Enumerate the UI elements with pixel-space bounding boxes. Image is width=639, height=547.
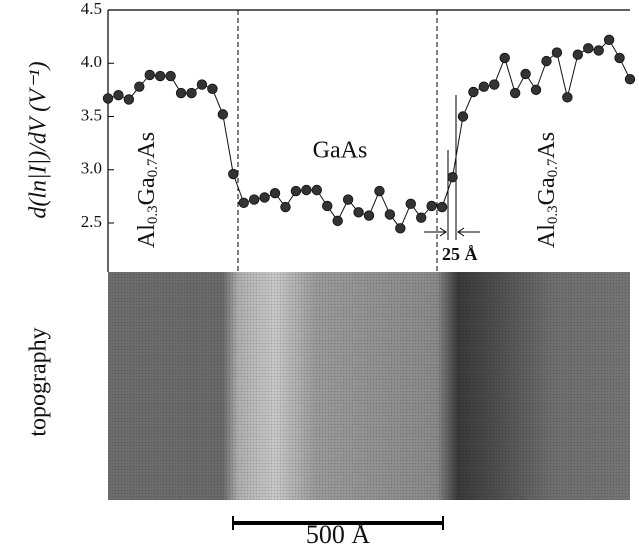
data-point [102,93,114,104]
data-point [248,194,260,205]
data-point [509,87,521,99]
data-point [374,185,385,197]
label-part: Al [134,224,160,248]
scale-bar-label: 500 Å [306,520,371,547]
data-point [447,172,458,183]
data-point [207,83,218,95]
width-label: 25 Å [442,244,478,264]
data-point [165,70,176,82]
data-point [499,52,510,64]
data-point [290,185,302,197]
data-point [520,68,531,80]
data-point [269,187,281,199]
data-point [562,92,573,103]
y-tick-label: 2.5 [81,212,102,231]
data-point [154,70,166,82]
label-part: As [534,132,560,159]
data-point [593,45,604,56]
data-point [217,109,229,120]
data-point [342,194,354,205]
data-point [311,184,323,196]
layer-label: Al0.3Ga0.7As [134,132,162,248]
y-tick-label: 3.0 [81,159,102,178]
data-point [530,84,542,96]
data-point [624,74,636,85]
data-point [426,200,437,212]
subscript: 0.7 [545,158,561,177]
data-point [228,168,239,180]
layer-label: GaAs [313,138,368,164]
y-tick-label: 3.5 [81,105,102,124]
data-point [186,87,197,99]
data-point [468,86,479,98]
data-point [436,201,448,213]
y-axis-label: d(ln|I|)/dV (V⁻¹) [26,61,52,218]
y-tick-label: 4.5 [81,0,102,18]
data-point [332,215,343,227]
image-label: topography [26,327,52,436]
width-arrows [424,227,480,237]
data-point [583,43,594,54]
label-part: Ga [534,177,560,205]
data-point [144,69,155,81]
layer-label: Al0.3Ga0.7As [534,132,562,248]
data-point [322,200,333,212]
data-point [384,209,396,220]
data-point [551,47,563,58]
data-point [301,184,312,196]
data-point [113,90,124,101]
data-point [280,201,291,213]
image-texture [108,272,630,500]
data-point [238,197,249,208]
data-point [541,55,552,67]
data-point [123,94,135,105]
subscript: 0.3 [145,205,161,224]
data-point [134,81,145,92]
label-part: Al [534,224,560,248]
subscript: 0.7 [145,158,161,177]
data-point [405,198,416,210]
data-point [489,79,500,90]
data-point [572,49,584,60]
data-point [603,34,615,46]
label-part: As [134,132,160,159]
data-point [457,111,469,122]
data-point [416,212,427,223]
data-point [478,81,490,92]
label-part: Ga [134,177,160,205]
subscript: 0.3 [545,205,561,224]
data-point [353,207,364,218]
data-point [614,52,625,64]
data-point [175,87,187,99]
data-point [259,192,270,203]
data-point [363,210,375,221]
y-tick-label: 4.0 [81,52,102,71]
data-point [196,79,208,90]
data-point [395,223,406,234]
